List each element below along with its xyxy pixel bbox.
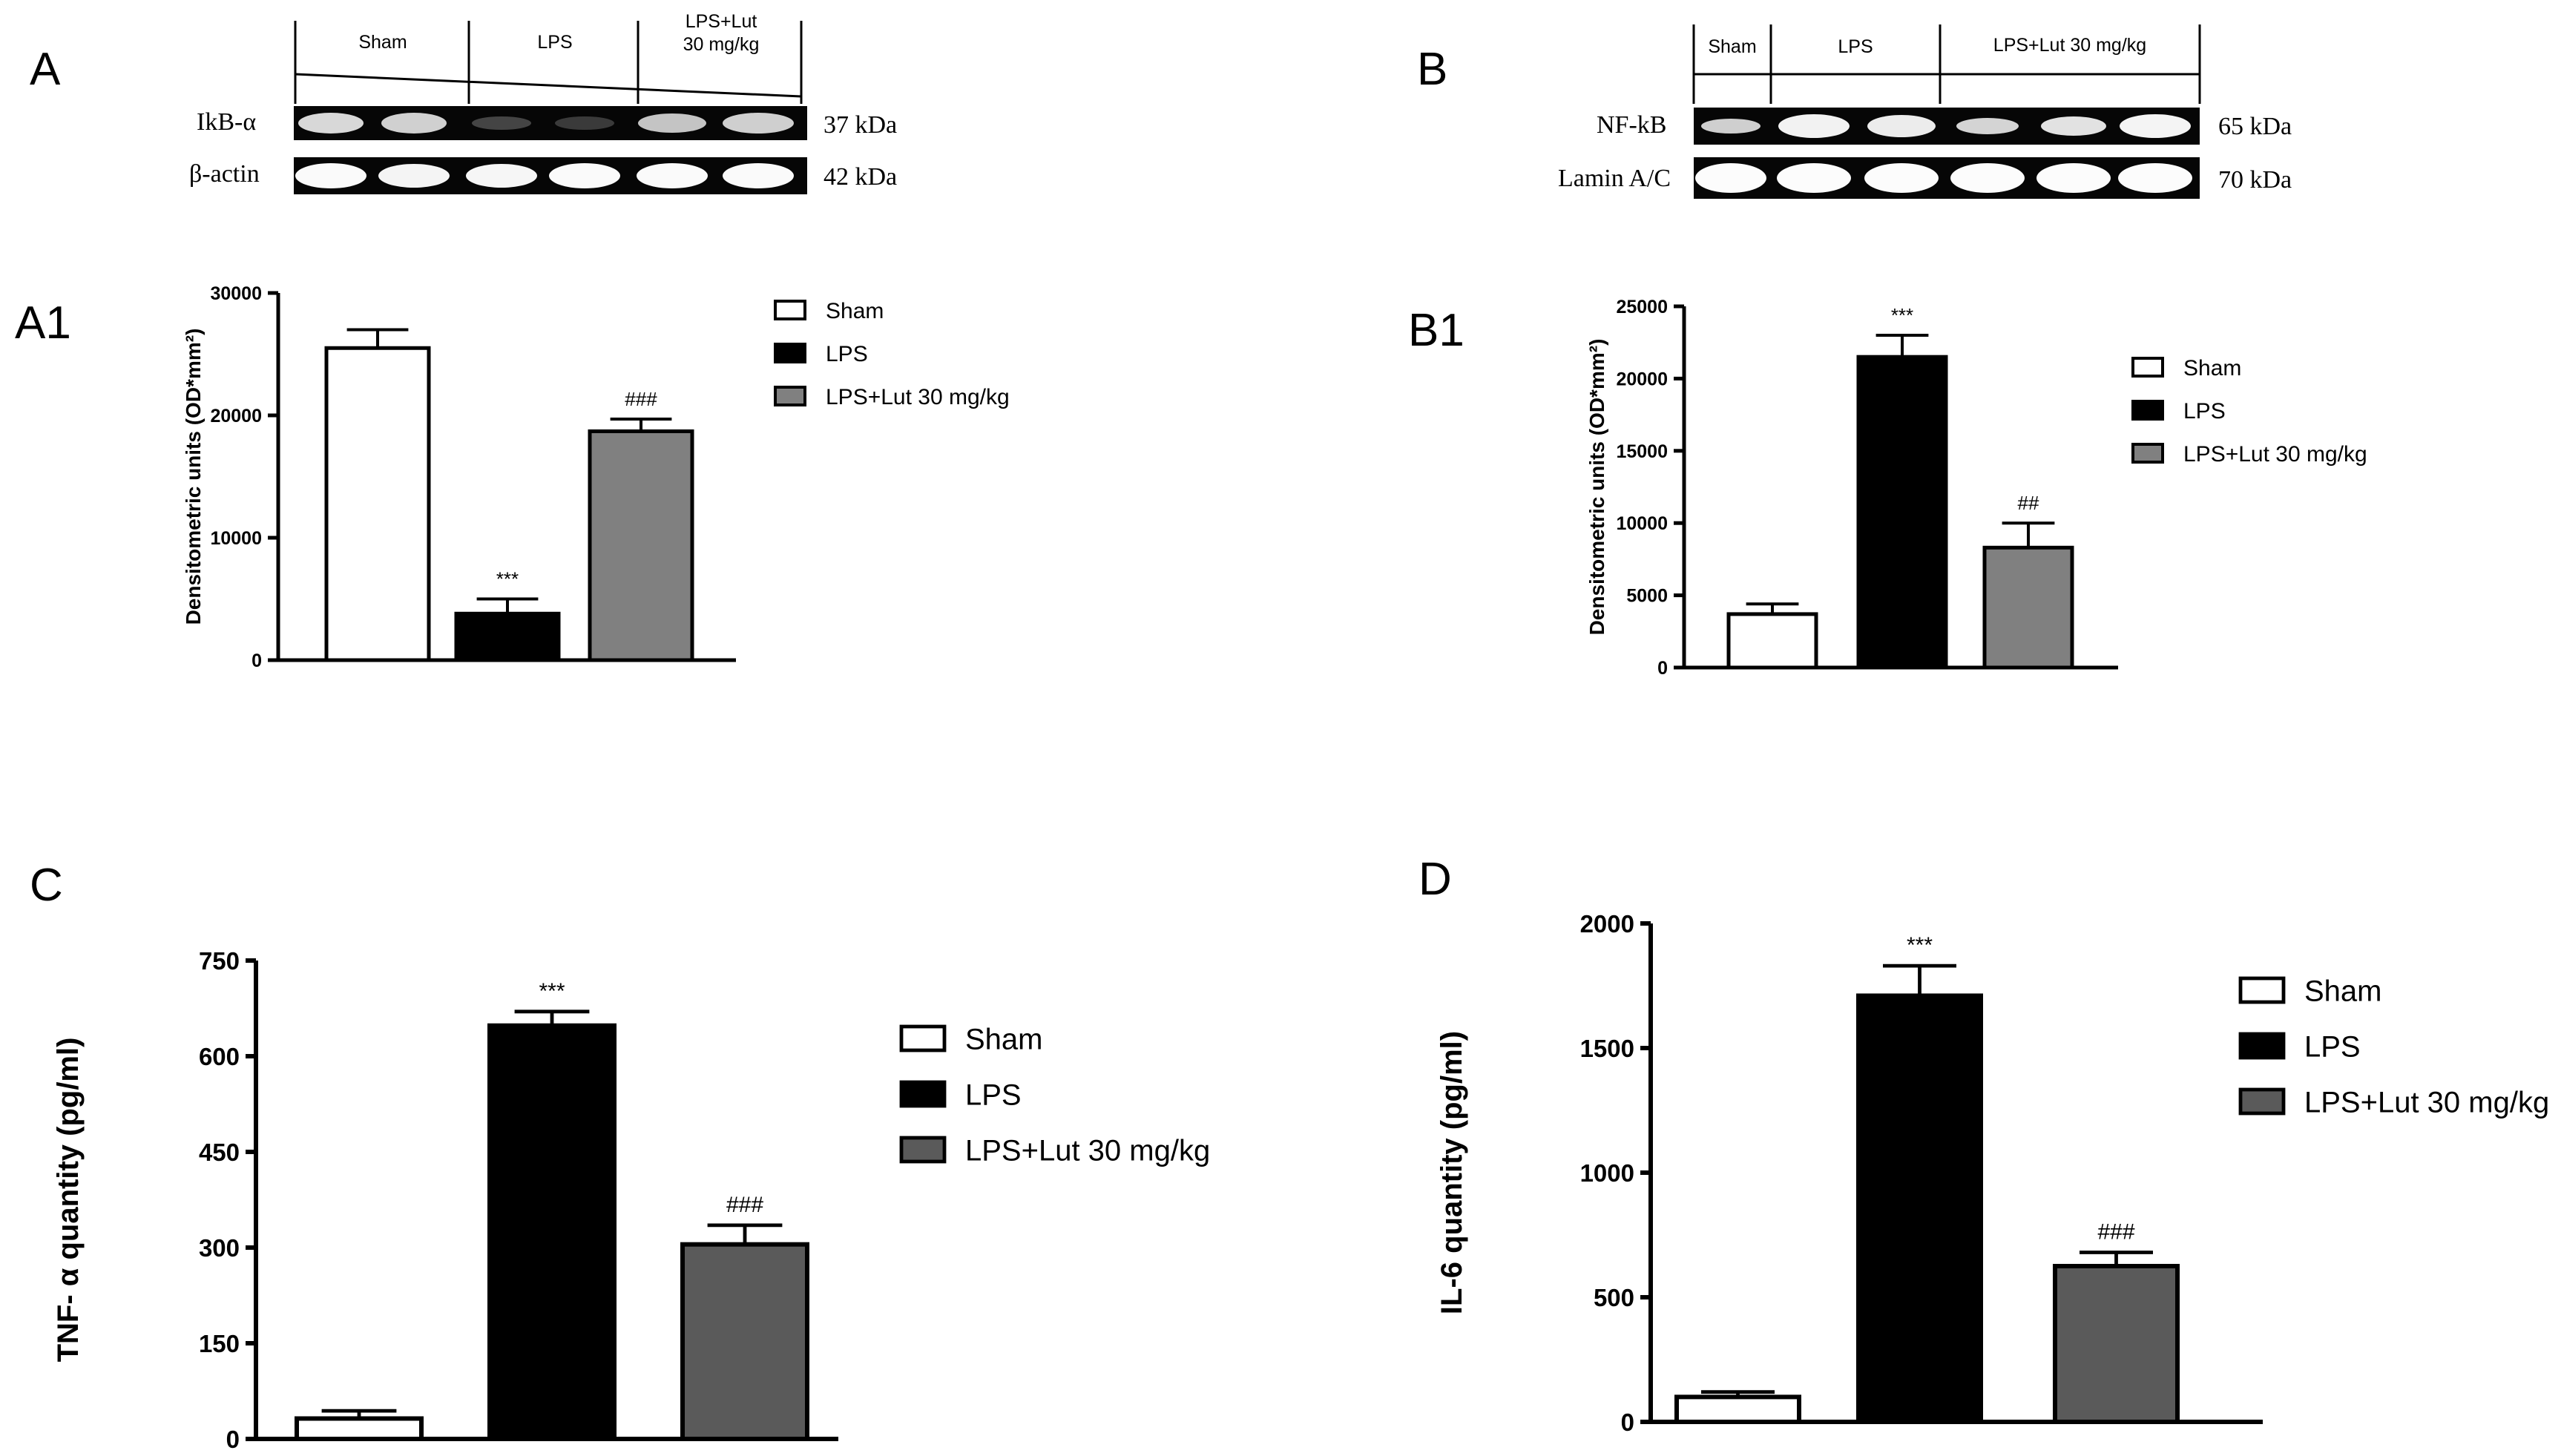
legend-swatch bbox=[2238, 1032, 2286, 1060]
legend-label: Sham bbox=[2304, 975, 2382, 1007]
y-tick-label: 30000 bbox=[210, 283, 262, 304]
significance-label: *** bbox=[496, 568, 519, 590]
blot-b-protein-lamin: Lamin A/C bbox=[1558, 165, 1671, 192]
y-tick-label: 1500 bbox=[1580, 1035, 1634, 1062]
y-tick-label: 20000 bbox=[1616, 369, 1668, 389]
y-tick-label: 750 bbox=[199, 947, 240, 975]
y-tick-label: 10000 bbox=[1616, 513, 1668, 534]
blot-b-header-lines bbox=[1692, 24, 2201, 104]
legend-swatch bbox=[774, 386, 806, 406]
blot-a-protein-actin: β-actin bbox=[189, 160, 260, 188]
panel-label-c: C bbox=[30, 860, 63, 911]
panel-label-a: A bbox=[30, 44, 61, 95]
blot-a-kda-actin: 42 kDa bbox=[823, 163, 898, 191]
blot-a-protein-ikb: IkB-α bbox=[197, 108, 257, 136]
bar-lps-lut-30-mg-kg bbox=[680, 1242, 809, 1441]
blot-a-group-sham: Sham bbox=[358, 32, 407, 53]
y-tick-label: 25000 bbox=[1616, 297, 1668, 317]
bar-lps-lut-30-mg-kg bbox=[588, 429, 694, 662]
bar-sham bbox=[295, 1416, 424, 1441]
blot-a-strip-ikb bbox=[294, 106, 807, 140]
blot-a-group-lut: LPS+Lut 30 mg/kg bbox=[683, 11, 760, 56]
legend-label: LPS+Lut 30 mg/kg bbox=[826, 385, 1010, 409]
panel-label-a1: A1 bbox=[15, 297, 71, 349]
significance-label: *** bbox=[1891, 304, 1913, 326]
y-tick-label: 300 bbox=[199, 1234, 240, 1262]
blot-b-strip-nfkb bbox=[1694, 108, 2200, 145]
legend-swatch bbox=[774, 300, 806, 320]
y-axis-label: IL-6 quantity (pg/ml) bbox=[1436, 1031, 1468, 1314]
legend-label: LPS bbox=[965, 1078, 1022, 1111]
significance-label: ### bbox=[625, 388, 657, 410]
panel-label-b: B bbox=[1417, 44, 1448, 95]
bar-lps bbox=[487, 1023, 617, 1442]
bar-lps bbox=[454, 611, 561, 662]
legend-swatch bbox=[899, 1136, 947, 1164]
legend-label: LPS bbox=[2304, 1030, 2361, 1063]
blot-b-kda-lamin: 70 kDa bbox=[2218, 166, 2292, 194]
legend-swatch bbox=[2238, 1087, 2286, 1116]
legend-swatch bbox=[2131, 400, 2164, 421]
y-axis-label: Densitometric units (OD*mm²) bbox=[1585, 339, 1608, 636]
chart-d: 0 500 1000 1500 2000 IL-6 quantity (pg/ml) ***… bbox=[1436, 910, 2549, 1436]
y-tick-label: 0 bbox=[252, 650, 262, 671]
panel-label-b1: B1 bbox=[1408, 305, 1464, 356]
blot-a-header-lines bbox=[294, 21, 803, 104]
y-tick-label: 150 bbox=[199, 1330, 240, 1357]
blot-b-group-lut: LPS+Lut 30 mg/kg bbox=[1993, 35, 2147, 56]
bar-lps bbox=[1856, 355, 1948, 670]
legend-swatch bbox=[2238, 976, 2286, 1004]
legend-swatch bbox=[899, 1024, 947, 1053]
blot-a-group-lps: LPS bbox=[537, 32, 573, 53]
y-tick-label: 2000 bbox=[1580, 910, 1634, 938]
significance-label: ### bbox=[2097, 1220, 2134, 1245]
significance-label: *** bbox=[1907, 933, 1933, 958]
y-tick-label: 1000 bbox=[1580, 1159, 1634, 1187]
panel-label-d: D bbox=[1418, 854, 1452, 905]
y-tick-label: 5000 bbox=[1626, 586, 1668, 607]
y-tick-label: 0 bbox=[1621, 1409, 1634, 1436]
y-tick-label: 10000 bbox=[210, 528, 262, 549]
chart-a1: 0 10000 20000 30000 Densitometric units (OD*… bbox=[182, 283, 1010, 671]
blot-b-protein-nfkb: NF-kB bbox=[1597, 111, 1667, 139]
legend-label: LPS+Lut 30 mg/kg bbox=[2304, 1086, 2549, 1119]
bar-sham bbox=[1726, 612, 1818, 670]
bar-lps-lut-30-mg-kg bbox=[1982, 545, 2074, 670]
chart-c: 0 150 300 450 600 750 TNF- α quantity (pg/ml) *… bbox=[52, 947, 1210, 1453]
y-tick-label: 20000 bbox=[210, 406, 262, 426]
significance-label: *** bbox=[539, 979, 565, 1004]
y-tick-label: 600 bbox=[199, 1043, 240, 1070]
significance-label: ### bbox=[726, 1193, 763, 1217]
bar-sham bbox=[1674, 1394, 1801, 1425]
legend-label: LPS bbox=[2183, 399, 2226, 424]
blot-b-strip-lamin bbox=[1694, 157, 2200, 199]
bar-lps bbox=[1856, 993, 1983, 1424]
bar-sham bbox=[324, 346, 431, 662]
y-tick-label: 15000 bbox=[1616, 441, 1668, 462]
legend-label: Sham bbox=[826, 299, 884, 323]
legend-swatch bbox=[2131, 357, 2164, 378]
y-axis-label: Densitometric units (OD*mm²) bbox=[182, 329, 205, 625]
legend-swatch bbox=[899, 1080, 947, 1108]
legend-label: Sham bbox=[2183, 356, 2241, 381]
bar-lps-lut-30-mg-kg bbox=[2053, 1264, 2180, 1424]
legend-label: LPS+Lut 30 mg/kg bbox=[965, 1134, 1210, 1167]
y-tick-label: 0 bbox=[226, 1426, 240, 1453]
y-tick-label: 500 bbox=[1594, 1284, 1634, 1311]
blot-b-kda-nfkb: 65 kDa bbox=[2218, 113, 2292, 140]
legend-label: Sham bbox=[965, 1023, 1043, 1055]
y-axis-label: TNF- α quantity (pg/ml) bbox=[52, 1038, 85, 1363]
y-tick-label: 0 bbox=[1657, 658, 1668, 679]
blot-a-kda-ikb: 37 kDa bbox=[823, 111, 898, 139]
blot-a-strip-actin bbox=[294, 157, 807, 194]
legend-swatch bbox=[2131, 443, 2164, 464]
legend-label: LPS bbox=[826, 342, 868, 366]
legend-label: LPS+Lut 30 mg/kg bbox=[2183, 442, 2367, 467]
blot-b-group-lps: LPS bbox=[1838, 36, 1873, 57]
legend-swatch bbox=[774, 343, 806, 363]
blot-b-group-sham: Sham bbox=[1708, 36, 1757, 57]
chart-b1: 0 5000 10000 15000 20000 25000 Densitometric u… bbox=[1585, 297, 2367, 679]
y-tick-label: 450 bbox=[199, 1139, 240, 1166]
significance-label: ## bbox=[2018, 492, 2039, 514]
